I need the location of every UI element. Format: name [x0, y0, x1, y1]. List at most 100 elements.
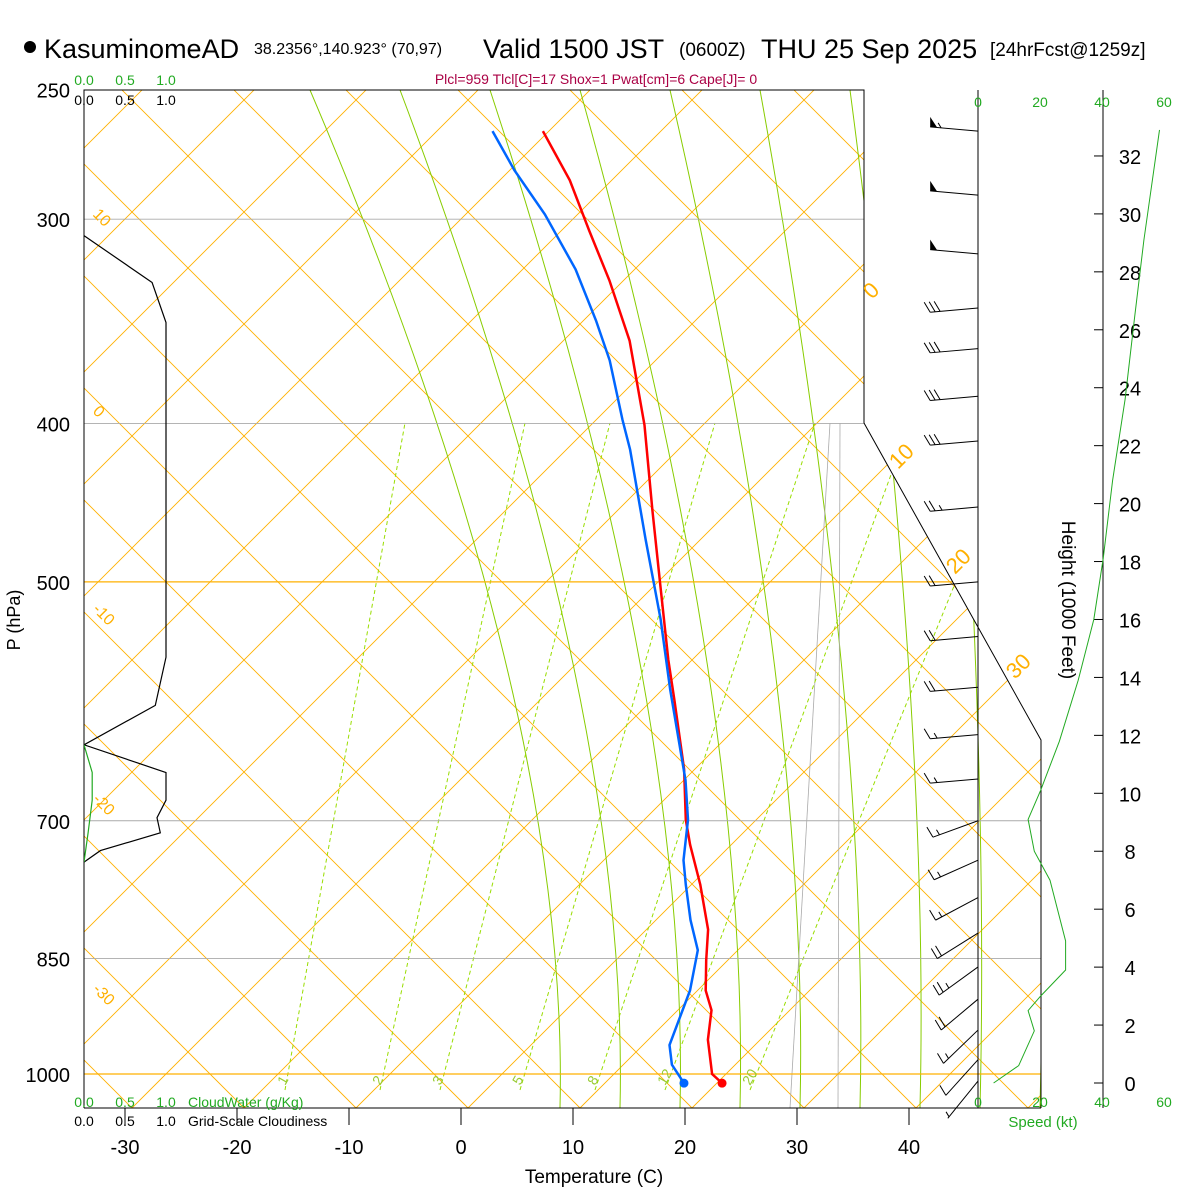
wind-barb-staff — [930, 348, 979, 354]
mixing-ratio-label: 1 — [274, 1073, 292, 1088]
temperature-tick-label: -10 — [335, 1137, 364, 1159]
wind-barb-feather — [923, 630, 931, 641]
wind-barb-feather — [932, 984, 940, 996]
wind-barb-staff — [937, 932, 979, 959]
wind-barb-staff — [930, 778, 979, 784]
temperature-tick-label: 20 — [674, 1137, 696, 1159]
height-axis-title: Height (1000 Feet) — [1057, 521, 1078, 679]
cloudiness-tick-bottom: 1.0 — [156, 1113, 176, 1129]
wind-barb-staff — [930, 506, 979, 512]
valid-time: Valid 1500 JST — [483, 34, 664, 64]
dry-adiabat-line — [455, 90, 1041, 1108]
speed-axis-title: Speed (kt) — [1008, 1114, 1077, 1131]
wind-barb-feather — [923, 390, 931, 401]
mixing-ratio-line — [284, 422, 406, 1091]
dry-adiabat-line — [567, 90, 1041, 1108]
wind-barb-half-feather — [945, 1053, 949, 1059]
height-tick-label: 14 — [1119, 668, 1141, 690]
wind-barb-feather — [923, 342, 931, 354]
height-tick-label: 30 — [1119, 205, 1141, 227]
isotherm-line — [467, 90, 1041, 1108]
wind-barb — [923, 341, 979, 354]
mixing-ratio-label: 8 — [584, 1073, 602, 1088]
wind-barb-staff — [930, 734, 979, 740]
wind-barb-feather — [923, 301, 931, 313]
pressure-tick-label: 400 — [37, 414, 70, 436]
isotherm-line — [243, 90, 1041, 1108]
wind-barb-feather — [928, 389, 936, 401]
wind-barb-staff — [930, 395, 979, 401]
moist-adiabat-line — [309, 90, 561, 1108]
wind-barb-feather — [936, 981, 944, 993]
isotherm-line — [131, 90, 1041, 1108]
surface-temperature-point — [717, 1078, 727, 1088]
isotherm-line — [691, 90, 1041, 1108]
isotherm-line — [84, 90, 929, 1108]
station-bullet-icon — [24, 41, 36, 53]
speed-tick-label-top: 60 — [1156, 94, 1172, 110]
forecast-info: [24hrFcst@1259z] — [990, 40, 1146, 61]
temperature-tick-label: 10 — [562, 1137, 584, 1159]
wind-barb-feather — [938, 1016, 946, 1028]
wind-barb-half-feather — [938, 504, 943, 511]
wind-barb-staff — [940, 998, 979, 1031]
wind-barb-staff — [930, 307, 979, 313]
wind-barb-feather — [930, 948, 938, 959]
wind-barb-half-feather — [933, 732, 938, 739]
wind-barb — [930, 932, 979, 959]
wind-speed-line — [993, 129, 1160, 1084]
pressure-tick-label: 500 — [37, 573, 70, 595]
plot-frame — [83, 89, 1042, 1108]
wind-barb — [923, 728, 979, 740]
wind-barb-feather — [923, 772, 931, 784]
cloudwater-axis-title: CloudWater (g/Kg) — [188, 1094, 303, 1110]
wind-barb-feather — [928, 301, 936, 313]
wind-barb-half-feather — [937, 871, 941, 878]
cloudiness-tick-top: 1.0 — [156, 92, 176, 108]
wind-barb-feather — [929, 909, 937, 921]
dry-adiabat-line — [84, 90, 1029, 1108]
dry-adiabat-line — [1015, 90, 1041, 1108]
wind-barb-staff — [943, 1029, 979, 1064]
wind-barb-feather — [928, 434, 936, 445]
wind-barb-half-feather — [933, 777, 938, 783]
dry-adiabat-line — [679, 90, 1041, 1108]
height-tick-label: 8 — [1124, 842, 1135, 864]
isotherm-line — [84, 90, 593, 1108]
stability-indices: Plcl=959 Tlcl[C]=17 Shox=1 Pwat[cm]=6 Ca… — [435, 71, 758, 87]
cloudwater-tick-top: 0.0 — [74, 72, 94, 88]
speed-tick-label-bottom: 60 — [1156, 1094, 1172, 1110]
dry-adiabat-line — [343, 90, 1041, 1108]
wind-barb-staff — [930, 190, 979, 196]
isotherm-label: -10 — [89, 601, 117, 629]
dry-adiabat-line — [84, 90, 693, 1108]
isotherm-gray-line — [837, 422, 841, 1108]
wind-barb-feather — [928, 342, 936, 353]
height-tick-label: 12 — [1119, 726, 1141, 748]
wind-barb — [923, 575, 979, 587]
pressure-tick-label: 850 — [37, 950, 70, 972]
moist-adiabat-line — [759, 90, 862, 1108]
wind-barb — [934, 998, 979, 1031]
station-name: KasuminomeAD — [44, 34, 239, 64]
cloudiness-axis-title: Grid-Scale Cloudiness — [188, 1113, 327, 1129]
wind-barb-feather — [928, 500, 936, 512]
height-tick-label: 0 — [1124, 1074, 1135, 1096]
wind-barb — [923, 301, 979, 313]
wind-barb-feather — [928, 575, 936, 586]
speed-tick-label-top: 0 — [974, 94, 982, 110]
temperature-tick-label: 30 — [786, 1137, 808, 1159]
isotherm-line — [84, 90, 257, 1108]
mixing-ratio-line — [379, 422, 526, 1091]
wind-barb-half-feather — [945, 1111, 950, 1118]
wind-barb-feather — [933, 301, 941, 312]
isotherm-line — [803, 90, 1041, 1108]
wind-barb-staff — [930, 440, 979, 446]
wind-barb-feather — [935, 945, 942, 957]
dry-adiabat-line — [1128, 88, 1200, 1108]
wind-barb-half-feather — [937, 122, 942, 129]
wind-barb — [929, 897, 979, 921]
isotherm-line — [84, 90, 817, 1108]
wind-barb-feather — [933, 434, 941, 445]
